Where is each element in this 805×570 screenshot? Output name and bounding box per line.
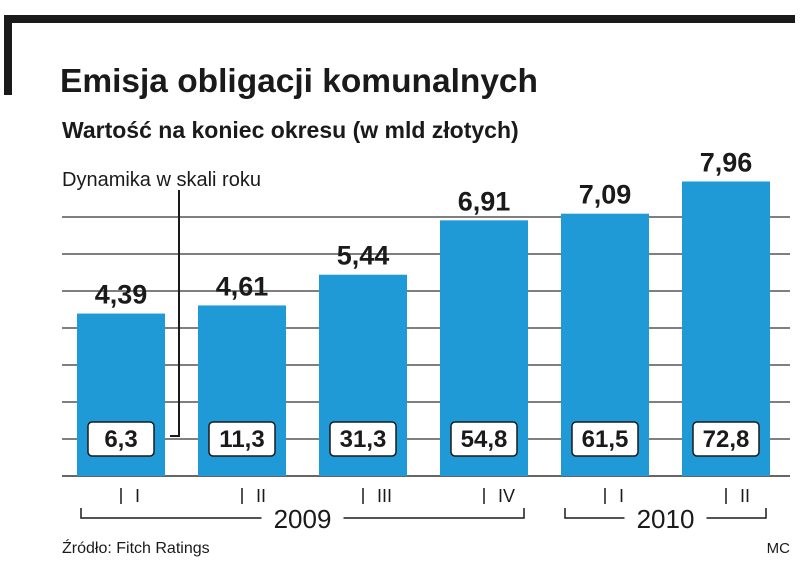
growth-label: 6,3 (104, 426, 137, 453)
growth-label: 54,8 (461, 426, 508, 453)
annotation-label: Dynamika w skali roku (62, 169, 261, 191)
frame-left-bar (4, 15, 12, 95)
chart-title: Emisja obligacji komunalnych (60, 62, 538, 99)
bar-value-label: 4,39 (95, 280, 148, 310)
x-tick-label: I (135, 486, 140, 506)
bar-value-label: 6,91 (458, 186, 511, 216)
bar-value-label: 5,44 (337, 241, 390, 271)
author-credit: MC (767, 540, 790, 557)
year-label-bg (261, 504, 344, 534)
growth-badge (208, 421, 276, 457)
x-tick-label: II (256, 486, 266, 506)
growth-badge (450, 421, 518, 457)
growth-label: 72,8 (703, 426, 750, 453)
bar-value-label: 4,61 (216, 271, 269, 301)
year-label: 2009 (274, 504, 332, 534)
chart-subtitle: Wartość na koniec okresu (w mld złotych) (62, 117, 519, 143)
x-tick-label: III (377, 486, 392, 506)
growth-label: 11,3 (219, 426, 264, 453)
growth-badge (329, 421, 397, 457)
bars: 4,39 6,3 4,61 11,3 5,44 31,3 6,91 54,8 7,09 61,5 7… (77, 147, 770, 477)
x-tick-label: I (619, 486, 624, 506)
bar-value-label: 7,09 (579, 180, 632, 210)
growth-label: 31,3 (340, 426, 387, 453)
growth-badge (692, 421, 760, 457)
frame-top-bar (4, 15, 795, 23)
gridlines (62, 216, 790, 477)
x-tick-label: II (740, 486, 750, 506)
source-note: Źródło: Fitch Ratings (62, 538, 210, 557)
growth-badge (571, 421, 639, 457)
growth-label: 61,5 (582, 426, 629, 453)
x-tick-label: IV (498, 486, 515, 506)
growth-badge (87, 421, 155, 457)
year-label: 2010 (637, 504, 695, 534)
annotation-leader-line (170, 190, 180, 437)
bar-value-label: 7,96 (700, 147, 753, 177)
year-label-bg (624, 504, 707, 534)
